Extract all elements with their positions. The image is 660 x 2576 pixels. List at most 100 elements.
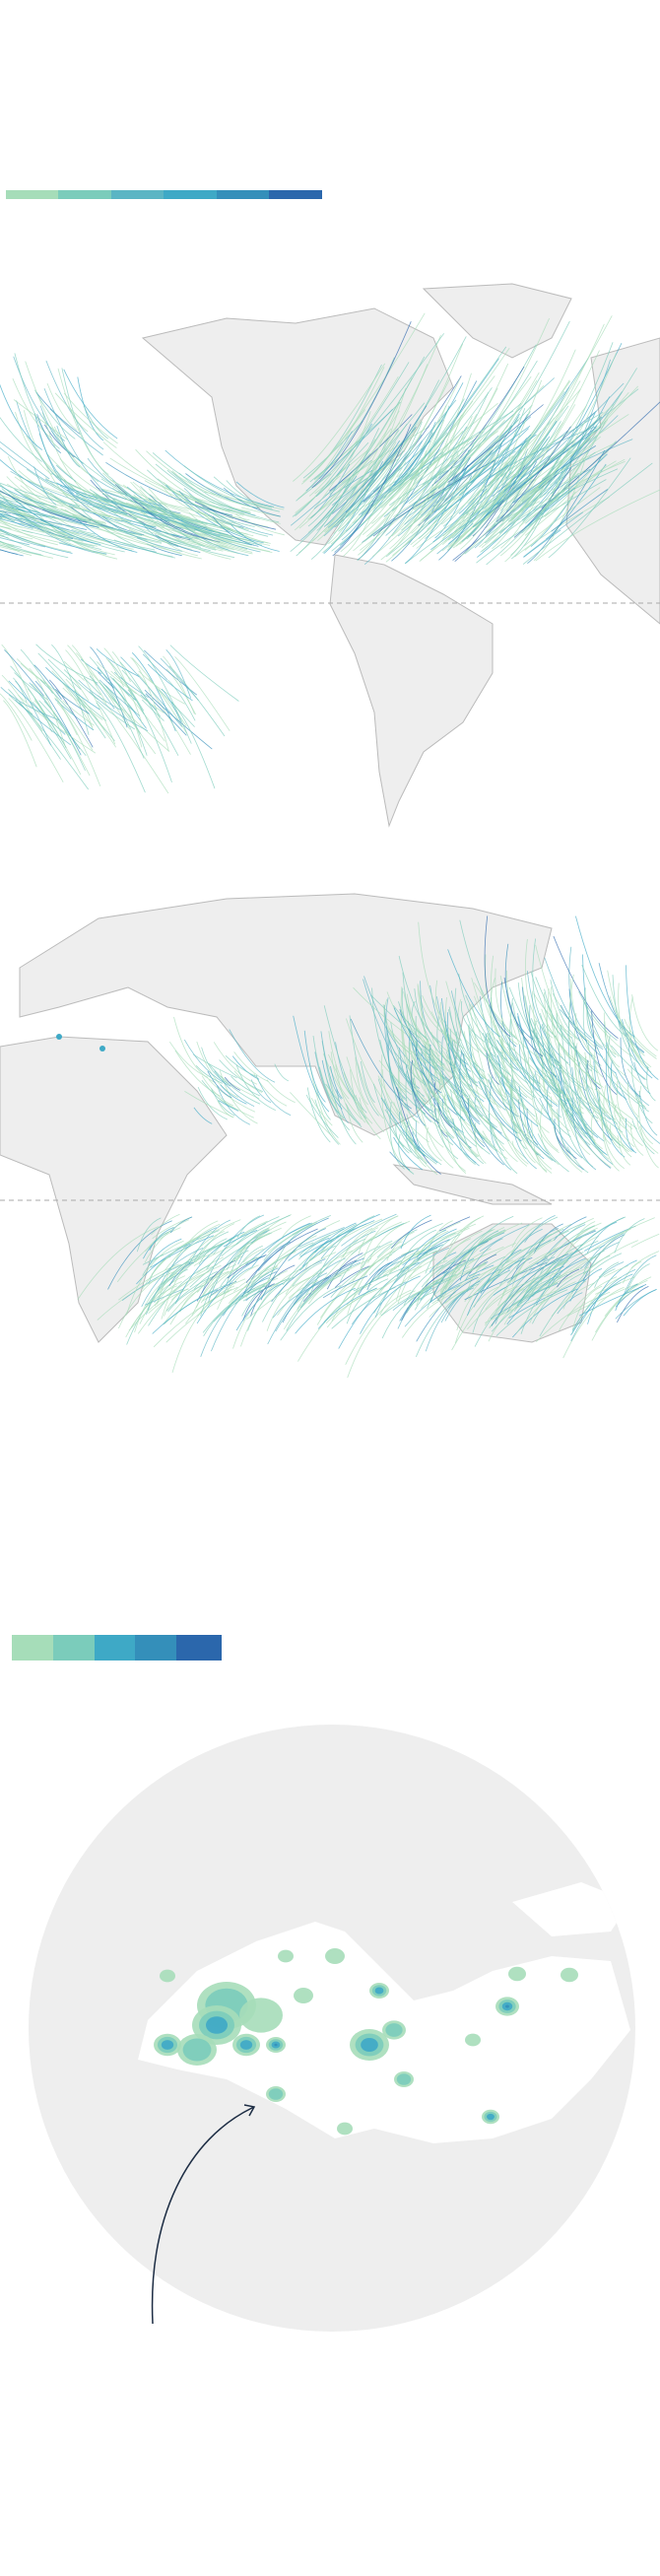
storm-track — [479, 1224, 530, 1253]
storm-track — [408, 467, 462, 528]
storm-track — [328, 387, 407, 545]
storm-track — [442, 472, 498, 546]
storm-track — [33, 700, 82, 776]
storm-track — [251, 1222, 310, 1268]
storm-track — [142, 1234, 203, 1290]
storm-track — [590, 1108, 610, 1160]
storm-track — [547, 1045, 608, 1156]
storm-track — [239, 1227, 282, 1253]
storm-track — [444, 452, 499, 542]
storm-track — [295, 475, 341, 513]
storm-track — [196, 1255, 265, 1324]
storm-track — [362, 428, 417, 498]
storm-track — [447, 1272, 477, 1301]
storm-track — [440, 404, 533, 495]
storm-track — [76, 517, 138, 553]
storm-track — [550, 980, 580, 1041]
storm-track — [551, 489, 609, 532]
storm-track — [15, 680, 51, 746]
storm-track — [14, 672, 49, 701]
storm-track — [108, 514, 205, 547]
density-contour — [268, 2088, 284, 2100]
storm-track — [325, 1075, 346, 1119]
storm-track — [617, 1286, 649, 1323]
storm-track — [484, 1086, 522, 1142]
storm-track — [536, 1113, 560, 1154]
storm-track — [263, 1223, 316, 1261]
storm-track — [582, 1250, 605, 1274]
storm-track — [407, 1269, 461, 1303]
storm-track — [458, 973, 503, 1054]
storm-track — [450, 379, 538, 495]
storm-track — [429, 1069, 451, 1136]
storm-track — [155, 507, 271, 552]
storm-track — [448, 1006, 490, 1088]
storm-track — [547, 1024, 604, 1088]
storm-track — [491, 1261, 568, 1321]
storm-track — [196, 1041, 238, 1098]
storm-track — [13, 399, 68, 441]
storm-track — [631, 1119, 655, 1155]
storm-track — [311, 401, 401, 542]
storm-track — [113, 671, 149, 699]
storm-track — [297, 1257, 372, 1313]
storm-track — [32, 702, 72, 760]
storm-track — [217, 1264, 259, 1311]
storm-track — [144, 480, 250, 521]
storm-track — [401, 1223, 477, 1255]
storm-track — [495, 1289, 568, 1336]
storm-track — [322, 1053, 363, 1120]
storm-track — [217, 1085, 250, 1125]
storm-track — [307, 356, 426, 527]
storm-track — [258, 1270, 289, 1291]
storm-track — [553, 1216, 587, 1241]
storm-track — [267, 1221, 317, 1254]
storm-track — [457, 998, 480, 1053]
storm-track — [121, 519, 193, 540]
storm-track — [141, 1248, 204, 1308]
storm-track — [0, 544, 53, 559]
storm-track — [416, 1238, 472, 1306]
storm-track — [408, 1042, 429, 1106]
storm-track — [267, 1257, 346, 1345]
storm-track — [78, 679, 121, 711]
storm-track — [298, 1234, 331, 1256]
storm-track — [422, 994, 457, 1045]
storm-track — [504, 943, 534, 1041]
storm-track — [474, 1096, 484, 1118]
storm-track — [446, 1012, 481, 1125]
storm-tracks — [0, 312, 660, 794]
storm-track — [109, 676, 130, 697]
storm-track — [520, 421, 561, 478]
storm-track — [308, 1062, 341, 1145]
storm-track — [391, 481, 439, 537]
storm-track — [537, 1133, 569, 1173]
storm-track — [36, 414, 62, 454]
storm-track — [313, 441, 358, 481]
land — [141, 283, 660, 828]
storm-track — [366, 1260, 393, 1291]
storm-track — [56, 425, 81, 468]
storm-track — [443, 1095, 479, 1158]
storm-track — [136, 1243, 190, 1285]
storm-track — [538, 438, 591, 489]
storm-track — [325, 1086, 338, 1106]
storm-track — [367, 1265, 423, 1302]
storm-track — [235, 481, 285, 508]
storm-track — [415, 1099, 427, 1127]
storm-track — [240, 1267, 303, 1347]
storm-track — [386, 1250, 420, 1277]
storm-track — [510, 1119, 557, 1163]
storm-track — [539, 1253, 623, 1337]
storm-track — [432, 488, 488, 543]
storm-track — [0, 504, 26, 512]
storm-track — [345, 405, 428, 513]
storm-track — [395, 1121, 405, 1147]
storm-track — [15, 699, 72, 746]
storm-track — [0, 546, 20, 552]
storm-track — [389, 1067, 429, 1159]
storm-track — [439, 1079, 471, 1116]
storm-track — [546, 1005, 569, 1100]
density-contour — [160, 1969, 175, 1983]
storm-track — [418, 921, 462, 1042]
